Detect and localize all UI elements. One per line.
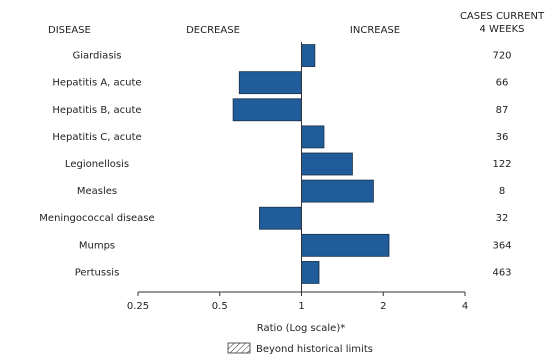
cases-value: 8	[499, 186, 505, 197]
cases-value: 122	[492, 159, 511, 170]
cases-value: 36	[496, 132, 509, 143]
bar	[301, 261, 320, 284]
cases-value: 87	[496, 105, 509, 116]
legend-label: Beyond historical limits	[256, 344, 373, 355]
header-decrease: DECREASE	[186, 25, 240, 36]
header-disease: DISEASE	[48, 25, 91, 36]
category-label: Measles	[77, 186, 117, 197]
x-tick-label: 0.25	[127, 301, 149, 312]
bar	[232, 98, 302, 122]
header-increase: INCREASE	[350, 25, 400, 36]
category-label: Mumps	[79, 240, 115, 251]
bar	[301, 44, 316, 67]
category-label: Hepatitis B, acute	[52, 105, 141, 116]
legend-swatch	[227, 342, 251, 354]
bar	[301, 152, 353, 176]
x-tick-label: 4	[462, 301, 468, 312]
cases-value: 364	[492, 240, 511, 251]
bar	[301, 125, 325, 149]
category-label: Hepatitis C, acute	[52, 132, 141, 143]
bar	[301, 233, 390, 257]
category-label: Pertussis	[75, 267, 120, 278]
x-tick-label: 2	[380, 301, 386, 312]
category-label: Legionellosis	[65, 159, 129, 170]
x-axis-label: Ratio (Log scale)*	[257, 323, 345, 334]
category-label: Giardiasis	[72, 51, 121, 62]
cases-value: 720	[492, 51, 511, 62]
cases-value: 32	[496, 213, 509, 224]
x-tick-label: 0.5	[212, 301, 228, 312]
bar	[259, 206, 302, 230]
header-cases: CASES CURRENT	[460, 11, 545, 22]
header-cases: 4 WEEKS	[480, 24, 525, 35]
bar	[238, 71, 302, 95]
cases-value: 66	[496, 78, 509, 89]
cases-value: 463	[492, 267, 511, 278]
bar	[301, 179, 374, 203]
category-label: Hepatitis A, acute	[52, 78, 141, 89]
x-tick-label: 1	[298, 301, 304, 312]
category-label: Meningococcal disease	[39, 213, 154, 224]
